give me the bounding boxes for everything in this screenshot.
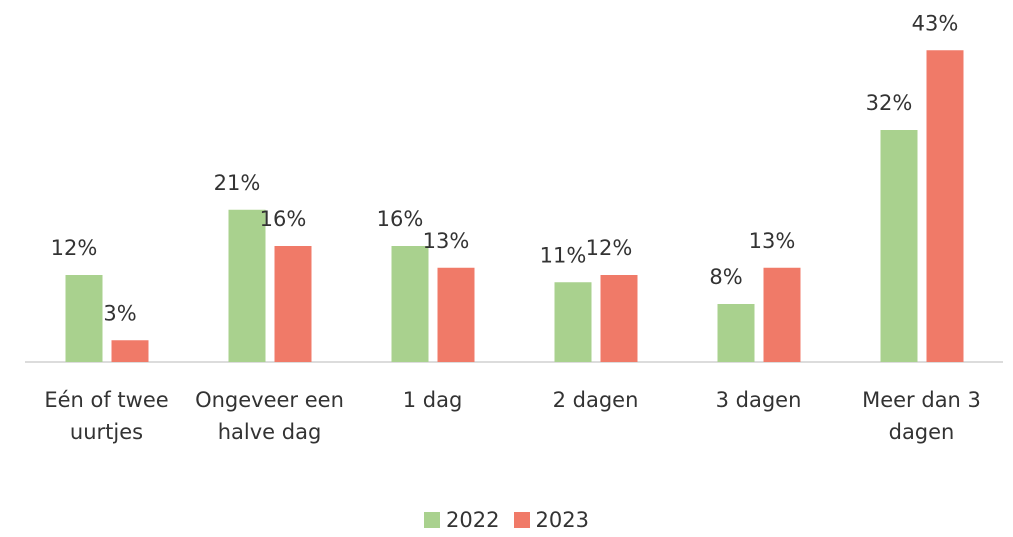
data-label: 16% bbox=[260, 207, 307, 231]
bar bbox=[437, 267, 475, 362]
bar bbox=[111, 340, 149, 362]
bar bbox=[763, 267, 801, 362]
data-label: 13% bbox=[749, 229, 796, 253]
legend-item: 2023 bbox=[513, 508, 589, 532]
legend: 2022 2023 bbox=[0, 508, 1013, 532]
data-label: 13% bbox=[423, 229, 470, 253]
bar bbox=[554, 282, 592, 362]
legend-label: 2022 bbox=[446, 508, 500, 532]
bar bbox=[228, 209, 266, 362]
bar bbox=[880, 130, 918, 362]
data-label: 32% bbox=[866, 91, 913, 115]
legend-swatch bbox=[513, 512, 530, 528]
data-label: 8% bbox=[709, 265, 742, 289]
data-label: 12% bbox=[586, 236, 633, 260]
bar bbox=[600, 275, 638, 362]
data-label: 21% bbox=[214, 171, 261, 195]
legend-item: 2022 bbox=[424, 508, 500, 532]
bar bbox=[274, 246, 312, 362]
bar bbox=[717, 304, 755, 362]
x-tick-label: 2 dagen bbox=[552, 388, 639, 412]
bar bbox=[926, 50, 964, 362]
x-tick-label: Meer dan 3 dagen bbox=[862, 388, 981, 444]
data-label: 43% bbox=[912, 11, 959, 35]
data-label: 3% bbox=[103, 301, 136, 325]
x-tick-label: 1 dag bbox=[402, 388, 463, 412]
bar bbox=[65, 275, 103, 362]
x-tick-label: Eén of twee uurtjes bbox=[44, 388, 169, 444]
data-label: 11% bbox=[540, 243, 587, 267]
data-label: 16% bbox=[377, 207, 424, 231]
x-tick-label: Ongeveer een halve dag bbox=[195, 388, 344, 444]
legend-swatch bbox=[424, 512, 441, 528]
x-tick-label: 3 dagen bbox=[715, 388, 802, 412]
legend-label: 2023 bbox=[535, 508, 589, 532]
bar bbox=[391, 246, 429, 362]
data-label: 12% bbox=[51, 236, 98, 260]
